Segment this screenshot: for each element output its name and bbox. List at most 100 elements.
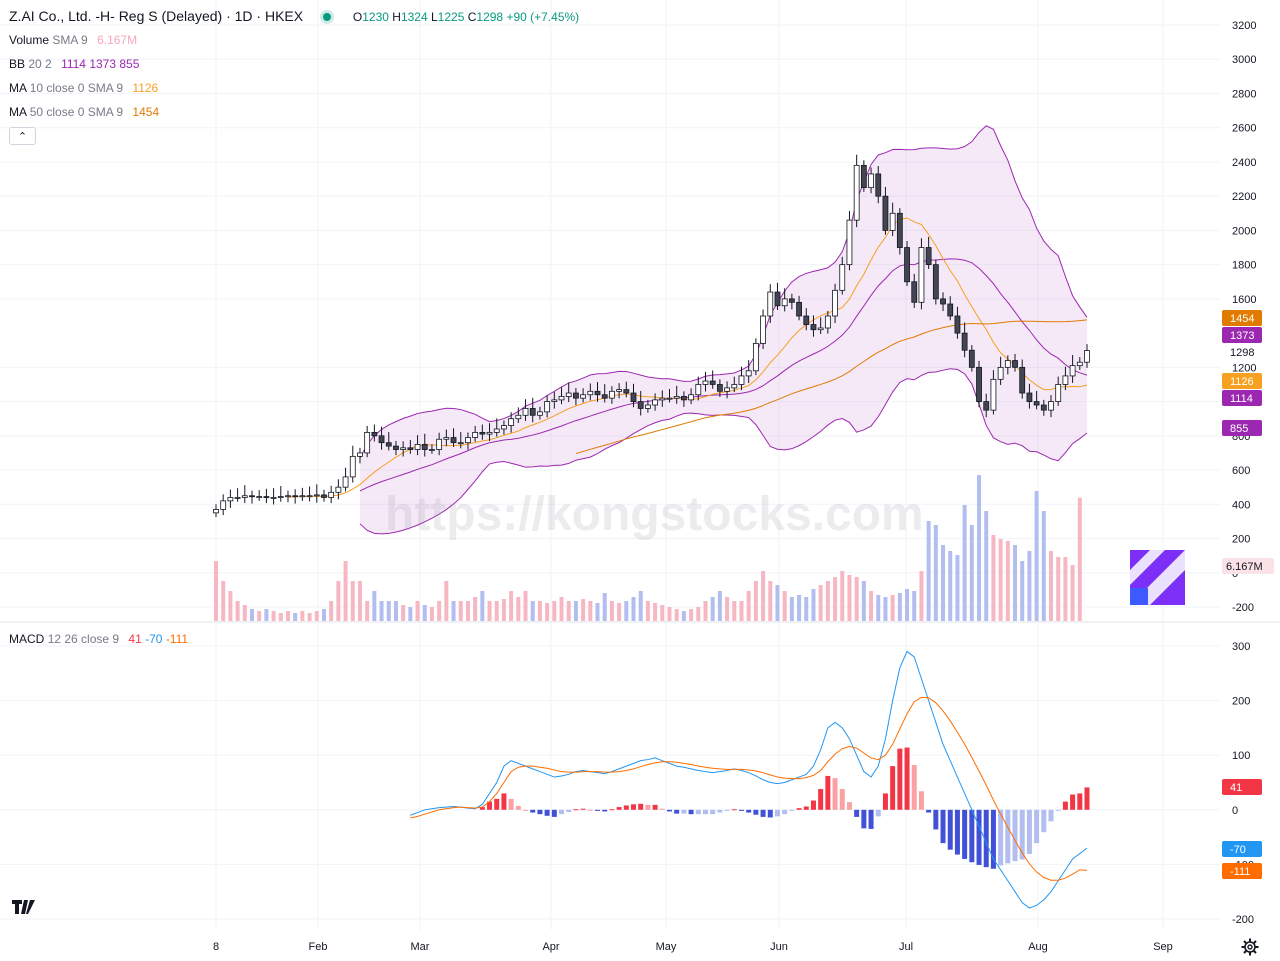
ohlc-open-key: O — [352, 10, 363, 24]
legend-volume[interactable]: Volume SMA 9 6.167M — [9, 33, 137, 47]
macd-tick-label: -200 — [1232, 914, 1254, 926]
candle-body — [803, 315, 810, 325]
macd-hist-bar — [508, 798, 514, 810]
macd-hist-bar — [738, 809, 744, 811]
legend-bb-upper: 1373 — [89, 57, 117, 71]
price-axis: 3200 3000 2800 2600 2400 2200 2000 1800 1600 1200… — [1232, 20, 1256, 614]
bb-basis-line — [359, 258, 1088, 492]
macd-hist-bar — [774, 809, 780, 817]
candle-body — [213, 509, 219, 514]
volume-bar — [782, 591, 787, 621]
legend-macd[interactable]: MACD 12 26 close 9 41 -70 -111 — [9, 632, 188, 646]
symbol-title[interactable]: Z.AI Co., Ltd. -H- Reg S (Delayed) · 1D … — [9, 8, 304, 24]
macd-hist-bar — [566, 809, 572, 812]
macd-hist-bar — [551, 809, 557, 817]
badge-bb-basis-bg — [1222, 390, 1262, 406]
volume-bar — [890, 595, 895, 621]
volume-bar — [710, 597, 715, 621]
ma50-line — [575, 319, 1088, 455]
volume-bar — [300, 611, 305, 621]
candle-body — [990, 378, 997, 411]
macd-hist-bar — [609, 809, 615, 811]
candle-body — [558, 396, 565, 401]
volume-bar — [1013, 545, 1018, 621]
legend-ma50-value: 1454 — [132, 105, 160, 119]
macd-line — [410, 650, 1088, 909]
candle-body — [731, 384, 738, 389]
candle-body — [609, 390, 615, 399]
volume-bar — [581, 599, 586, 621]
price-tick-label: 200 — [1232, 534, 1250, 546]
time-tick-label: Aug — [1028, 941, 1048, 953]
volume-bar — [437, 601, 442, 621]
candle-body — [983, 401, 990, 411]
candle-body — [1019, 366, 1026, 394]
candle-body — [349, 455, 356, 478]
volume-bar — [321, 609, 326, 621]
candle-body — [1076, 361, 1083, 367]
logo-stripe — [1130, 550, 1165, 585]
legend-collapse-button[interactable]: ⌃ — [9, 127, 36, 145]
candle-body — [817, 327, 824, 331]
macd-tick-label: 100 — [1232, 750, 1250, 762]
candle-body — [637, 401, 644, 409]
candle-body — [1055, 384, 1062, 402]
macd-hist-bar — [652, 804, 658, 810]
candle-body — [724, 387, 730, 392]
candle-body — [645, 404, 651, 409]
candle-body — [716, 384, 723, 392]
volume-bar — [264, 609, 269, 621]
candle-body — [1040, 404, 1047, 411]
macd-hist-bar — [537, 809, 543, 815]
tradingview-logo-icon[interactable] — [10, 898, 38, 922]
signal-line — [410, 696, 1088, 881]
macd-hist-bar — [616, 807, 622, 810]
candle-body — [695, 384, 702, 396]
volume-bar — [1056, 557, 1061, 621]
candle-body — [860, 164, 867, 189]
legend-ma50[interactable]: MA 50 close 0 SMA 9 1454 — [9, 105, 159, 119]
candle-body — [702, 380, 709, 385]
badge-volume-bg — [1222, 558, 1274, 574]
volume-bar — [573, 601, 578, 621]
volume-bar — [307, 613, 312, 621]
badge-macd-hist: 41 — [1222, 779, 1262, 795]
candle-body — [623, 389, 630, 394]
candle-body — [277, 496, 284, 498]
volume-bar — [293, 613, 298, 621]
volume-bar — [1027, 551, 1032, 621]
volume-bar — [818, 585, 823, 621]
volume-bar — [919, 571, 924, 621]
candle-body — [335, 486, 342, 493]
volume-bar — [516, 597, 521, 621]
volume-bar — [948, 551, 953, 621]
volume-bar — [487, 601, 492, 621]
time-tick-label: Feb — [309, 941, 328, 953]
volume-bar — [897, 593, 902, 621]
macd-tick-label: 0 — [1232, 805, 1238, 817]
candle-body — [364, 431, 371, 454]
legend-ma10[interactable]: MA 10 close 0 SMA 9 1126 — [9, 81, 158, 95]
candle-body — [961, 332, 968, 351]
price-tick-label: 3200 — [1232, 20, 1256, 32]
macd-hist-bar — [890, 766, 896, 810]
candle-body — [472, 431, 479, 438]
volume-bar — [271, 611, 276, 621]
volume-bar — [329, 601, 334, 621]
macd-hist-bar — [580, 808, 586, 810]
gear-icon[interactable] — [1241, 938, 1259, 956]
volume-bar — [422, 605, 427, 621]
volume-bar — [350, 581, 355, 621]
candle-body — [968, 349, 975, 368]
candle-body — [832, 289, 838, 317]
legend-bb[interactable]: BB 20 2 1114 1373 855 — [9, 57, 139, 71]
macd-hist-bar — [911, 765, 917, 810]
legend-volume-value: 6.167M — [97, 33, 138, 47]
candle-body — [846, 219, 853, 266]
volume-bar — [451, 601, 456, 621]
volume-bar — [372, 591, 377, 621]
volume-bar — [645, 601, 650, 621]
macd-hist-bar — [1070, 794, 1076, 810]
volume-bar — [753, 581, 758, 621]
